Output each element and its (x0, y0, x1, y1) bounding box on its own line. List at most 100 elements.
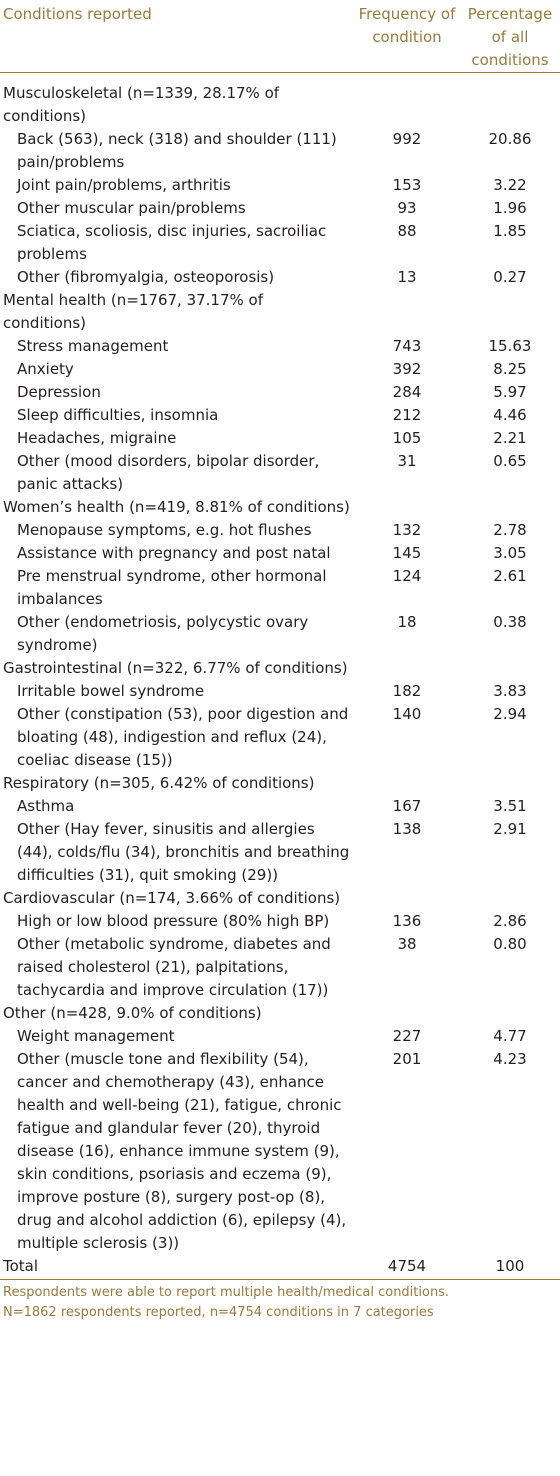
condition-label: Irritable bowel syndrome (17, 682, 205, 700)
percentage-cell: 0.80 (493, 935, 527, 953)
percentage-cell: 2.21 (493, 429, 527, 447)
table-row: Weight management 227 4.77 (0, 1025, 560, 1048)
frequency-cell: 167 (392, 797, 422, 815)
percentage-cell: 5.97 (493, 383, 527, 401)
frequency-cell: 105 (392, 429, 422, 447)
header-conditions: Conditions reported (0, 0, 354, 73)
condition-label: Assistance with pregnancy and post natal (17, 544, 331, 562)
condition-label: Other (muscle tone and flexibility (54),… (17, 1050, 347, 1252)
table-row: Stress management 743 15.63 (0, 335, 560, 358)
condition-label: Depression (17, 383, 101, 401)
percentage-cell: 0.27 (493, 268, 527, 286)
category-label: Cardiovascular (n=174, 3.66% of conditio… (3, 889, 341, 907)
category-row: Other (n=428, 9.0% of conditions) (0, 1002, 560, 1025)
percentage-cell: 0.38 (493, 613, 527, 631)
category-label: Mental health (n=1767, 37.17% of conditi… (3, 291, 263, 332)
frequency-cell (354, 496, 460, 519)
condition-label: Headaches, migraine (17, 429, 177, 447)
percentage-cell (460, 496, 560, 519)
frequency-cell (354, 73, 460, 129)
category-label: Other (n=428, 9.0% of conditions) (3, 1004, 262, 1022)
percentage-cell (460, 657, 560, 680)
table-row: Other (constipation (53), poor digestion… (0, 703, 560, 772)
table-row: Pre menstrual syndrome, other hormonal i… (0, 565, 560, 611)
category-row: Respiratory (n=305, 6.42% of conditions) (0, 772, 560, 795)
frequency-cell: 88 (397, 222, 417, 240)
percentage-cell (460, 289, 560, 335)
condition-label: Other (metabolic syndrome, diabetes and … (17, 935, 331, 999)
frequency-cell: 140 (392, 705, 422, 723)
category-label: Respiratory (n=305, 6.42% of conditions) (3, 774, 315, 792)
percentage-cell: 2.91 (493, 820, 527, 838)
table-row: Assistance with pregnancy and post natal… (0, 542, 560, 565)
frequency-cell: 132 (392, 521, 422, 539)
condition-label: Other (fibromyalgia, osteoporosis) (17, 268, 275, 286)
frequency-cell: 201 (392, 1050, 422, 1068)
percentage-cell (460, 73, 560, 129)
frequency-cell: 284 (392, 383, 422, 401)
percentage-cell: 4.77 (493, 1027, 527, 1045)
condition-label: Other (constipation (53), poor digestion… (17, 705, 349, 769)
table-row: Headaches, migraine 105 2.21 (0, 427, 560, 450)
frequency-cell: 38 (397, 935, 417, 953)
table-row: Depression 284 5.97 (0, 381, 560, 404)
total-row: Total 4754 100 (0, 1255, 560, 1280)
header-frequency: Frequency of condition (354, 0, 460, 73)
table-row: Irritable bowel syndrome 182 3.83 (0, 680, 560, 703)
condition-label: High or low blood pressure (80% high BP) (17, 912, 330, 930)
frequency-cell (354, 289, 460, 335)
table-row: Sleep difficulties, insomnia 212 4.46 (0, 404, 560, 427)
condition-label: Other (endometriosis, polycystic ovary s… (17, 613, 309, 654)
percentage-cell: 2.61 (493, 567, 527, 585)
percentage-cell: 8.25 (493, 360, 527, 378)
table-row: Anxiety 392 8.25 (0, 358, 560, 381)
condition-label: Back (563), neck (318) and shoulder (111… (17, 130, 337, 171)
frequency-cell: 145 (392, 544, 422, 562)
category-row: Mental health (n=1767, 37.17% of conditi… (0, 289, 560, 335)
condition-label: Stress management (17, 337, 169, 355)
table-row: Other (Hay fever, sinusitis and allergie… (0, 818, 560, 887)
condition-label: Menopause symptoms, e.g. hot flushes (17, 521, 312, 539)
footnote-line: Respondents were able to report multiple… (3, 1285, 450, 1300)
percentage-cell: 20.86 (488, 130, 532, 148)
frequency-cell: 13 (397, 268, 417, 286)
conditions-table: Conditions reported Frequency of conditi… (0, 0, 560, 1280)
condition-label: Weight management (17, 1027, 175, 1045)
category-label: Musculoskeletal (n=1339, 28.17% of condi… (3, 84, 280, 125)
frequency-cell (354, 1002, 460, 1025)
frequency-cell: 138 (392, 820, 422, 838)
condition-label: Sleep difficulties, insomnia (17, 406, 219, 424)
frequency-cell (354, 657, 460, 680)
condition-label: Total (0, 1255, 354, 1280)
frequency-cell: 124 (392, 567, 422, 585)
condition-label: Other (mood disorders, bipolar disorder,… (17, 452, 320, 493)
frequency-cell: 392 (392, 360, 422, 378)
condition-label: Joint pain/problems, arthritis (17, 176, 231, 194)
condition-label: Anxiety (17, 360, 74, 378)
category-row: Gastrointestinal (n=322, 6.77% of condit… (0, 657, 560, 680)
table-footnote: Respondents were able to report multiple… (0, 1280, 560, 1323)
frequency-cell: 136 (392, 912, 422, 930)
table-row: Back (563), neck (318) and shoulder (111… (0, 128, 560, 174)
percentage-cell: 4.46 (493, 406, 527, 424)
table-row: Other (endometriosis, polycystic ovary s… (0, 611, 560, 657)
condition-label: Pre menstrual syndrome, other hormonal i… (17, 567, 327, 608)
category-row: Cardiovascular (n=174, 3.66% of conditio… (0, 887, 560, 910)
percentage-cell (460, 887, 560, 910)
percentage-cell (460, 772, 560, 795)
frequency-cell: 227 (392, 1027, 422, 1045)
percentage-cell (460, 1002, 560, 1025)
category-label: Women’s health (n=419, 8.81% of conditio… (3, 498, 350, 516)
table-row: Other (mood disorders, bipolar disorder,… (0, 450, 560, 496)
percentage-cell: 2.86 (493, 912, 527, 930)
frequency-cell: 4754 (354, 1255, 460, 1280)
category-row: Musculoskeletal (n=1339, 28.17% of condi… (0, 73, 560, 129)
table-row: High or low blood pressure (80% high BP)… (0, 910, 560, 933)
percentage-cell: 0.65 (493, 452, 527, 470)
table-row: Menopause symptoms, e.g. hot flushes 132 2… (0, 519, 560, 542)
frequency-cell: 93 (397, 199, 417, 217)
category-label: Gastrointestinal (n=322, 6.77% of condit… (3, 659, 348, 677)
table-row: Other (muscle tone and flexibility (54),… (0, 1048, 560, 1255)
percentage-cell: 15.63 (488, 337, 532, 355)
